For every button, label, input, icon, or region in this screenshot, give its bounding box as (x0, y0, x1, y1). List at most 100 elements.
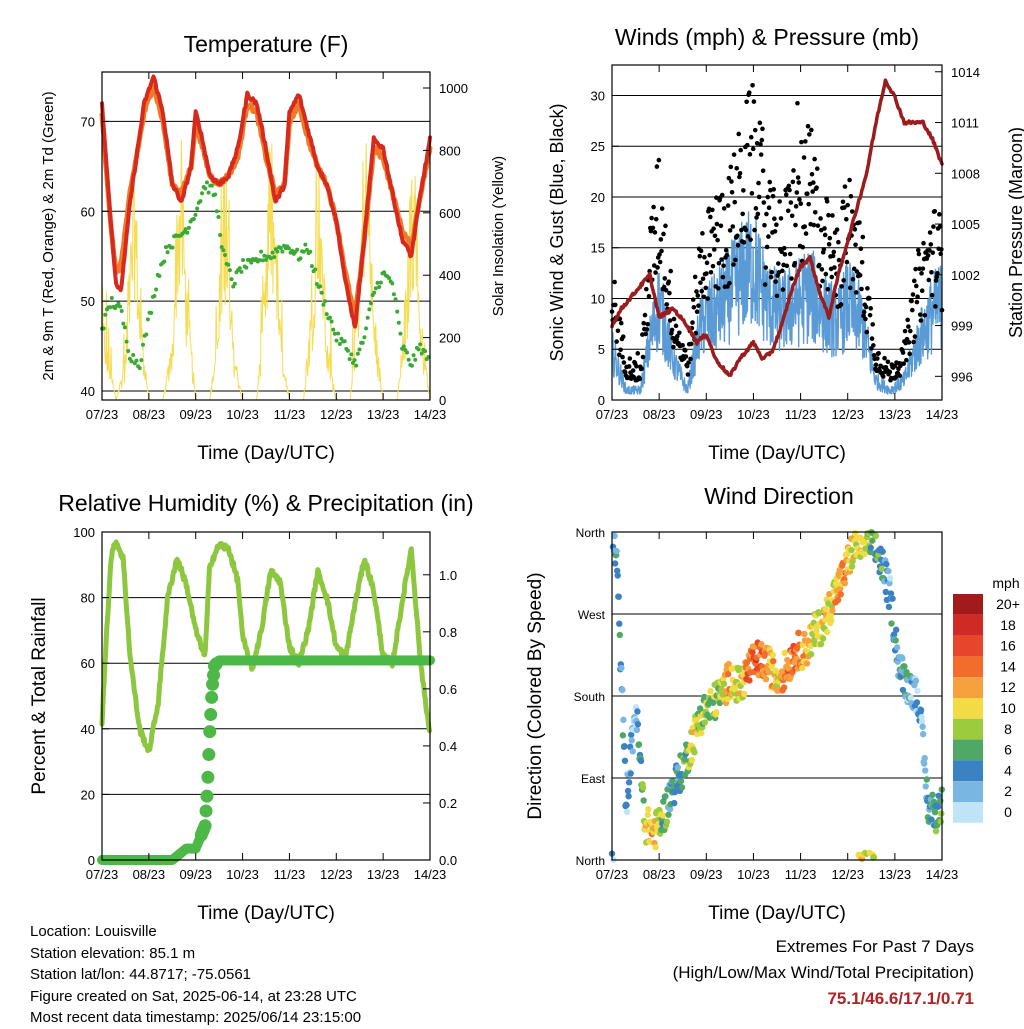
precipitation-point (203, 725, 217, 739)
station-info: Location: Louisville Station elevation: … (30, 921, 361, 1029)
gust-point (637, 376, 643, 382)
gust-point (803, 139, 808, 144)
gust-point (865, 286, 870, 291)
gust-point (646, 293, 652, 299)
gust-point (797, 197, 802, 202)
gust-point (658, 237, 664, 242)
gust-point (800, 244, 806, 250)
gust-point (829, 274, 835, 280)
gust-point (839, 284, 844, 289)
direction-xtick-label: 08/23 (643, 867, 676, 882)
gust-point (749, 191, 755, 196)
gust-point (787, 187, 792, 193)
gust-point (659, 206, 665, 211)
dewpoint-point (416, 347, 421, 352)
dewpoint-point (244, 265, 249, 270)
dewpoint-point (396, 320, 401, 325)
gust-point (739, 227, 744, 233)
latlon-text: Station lat/lon: 44.8717; -75.0561 (30, 966, 252, 983)
gust-point (762, 282, 768, 287)
dewpoint-point (131, 352, 136, 357)
dewpoint-point (259, 249, 264, 254)
winds-ytick-right-label: 1002 (951, 268, 980, 283)
legend-label: 14 (1000, 658, 1016, 674)
gust-point (811, 222, 817, 228)
direction-point (634, 708, 641, 715)
gust-point (930, 250, 936, 255)
gust-point (754, 215, 759, 220)
dewpoint-point (165, 250, 170, 255)
gust-point (735, 242, 741, 248)
direction-point (724, 670, 732, 678)
direction-point (827, 612, 835, 619)
gust-point (652, 230, 658, 235)
direction-point (618, 664, 625, 672)
gust-point (661, 231, 666, 237)
gust-point (826, 212, 831, 218)
gust-point (816, 262, 822, 268)
gust-point (653, 270, 658, 275)
direction-point (639, 784, 647, 791)
direction-point (912, 677, 920, 685)
gust-point (810, 189, 815, 194)
gust-point (752, 227, 757, 233)
dewpoint-point (239, 269, 244, 274)
dewpoint-point (163, 245, 168, 250)
legend-swatch (953, 656, 983, 678)
direction-point (633, 726, 641, 734)
dewpoint-point (203, 186, 208, 191)
gust-point (673, 323, 679, 329)
humidity-xtick-label: 13/23 (367, 867, 400, 882)
gust-point (758, 152, 764, 157)
gust-point (771, 187, 776, 192)
direction-point (616, 631, 623, 639)
dewpoint-point (319, 290, 324, 295)
gust-point (716, 260, 722, 266)
temperature-y-axis-label: 2m & 9m T (Red, Orange) & 2m Td (Green) (40, 91, 57, 380)
gust-point (635, 351, 641, 356)
dewpoint-point (368, 301, 373, 306)
winds-ytick-label: 0 (598, 393, 605, 408)
gust-point (707, 252, 712, 258)
temperature-title: Temperature (F) (184, 31, 349, 57)
gust-point (867, 312, 873, 318)
gust-point (741, 188, 746, 193)
dewpoint-point (241, 257, 246, 262)
gust-point (674, 337, 679, 342)
gust-point (710, 263, 716, 269)
direction-xtick-label: 14/23 (926, 867, 959, 882)
gust-point (721, 206, 727, 211)
gust-point (695, 293, 701, 298)
direction-point (611, 560, 619, 567)
gust-point (773, 279, 778, 284)
dewpoint-point (327, 315, 332, 320)
gust-point (873, 362, 879, 368)
gust-point (917, 312, 923, 317)
gust-point (868, 306, 874, 311)
extremes-values: 75.1/46.6/17.1/0.71 (827, 989, 974, 1008)
direction-point (765, 668, 772, 676)
dewpoint-point (195, 206, 200, 211)
gust-point (725, 284, 730, 289)
legend-label: 2 (1004, 783, 1012, 799)
gust-point (867, 296, 872, 301)
gust-point (680, 343, 685, 348)
direction-point (885, 603, 893, 611)
gust-point (756, 194, 762, 200)
winds-ytick-right-label: 1005 (951, 217, 980, 232)
gust-point (667, 318, 673, 323)
gust-point (911, 278, 917, 284)
direction-point (671, 799, 678, 807)
direction-point (681, 756, 688, 763)
direction-point (640, 797, 647, 804)
elevation-text: Station elevation: 85.1 m (30, 944, 196, 962)
gust-point (763, 265, 769, 270)
gust-point (762, 222, 767, 228)
direction-point (815, 610, 823, 617)
extremes-block: Extremes For Past 7 Days (High/Low/Max W… (673, 934, 974, 1012)
direction-point (892, 637, 899, 644)
legend-label: 8 (1004, 721, 1012, 737)
dewpoint-point (321, 302, 326, 307)
gust-point (840, 199, 846, 205)
gust-point (806, 201, 811, 207)
